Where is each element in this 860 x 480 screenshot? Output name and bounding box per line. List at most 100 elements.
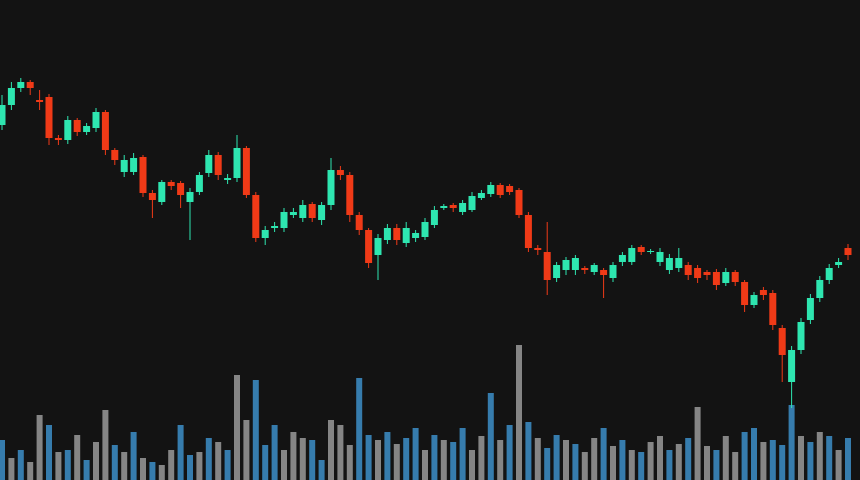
volume-bar <box>36 415 43 480</box>
candle-body <box>515 190 523 215</box>
volume-bar <box>459 428 466 480</box>
candle-body <box>252 195 260 238</box>
volume-bar <box>553 435 560 480</box>
volume-bar <box>205 438 212 480</box>
volume-bar <box>337 425 344 480</box>
volume-bar <box>346 445 353 480</box>
volume-bar <box>243 420 250 480</box>
candle-body <box>825 268 833 280</box>
candle-body <box>600 270 608 275</box>
volume-bar <box>93 442 99 480</box>
candle-body <box>393 228 401 240</box>
candle-body <box>759 290 767 295</box>
candle-body <box>835 262 843 265</box>
candle-body <box>177 183 185 195</box>
volume-bar <box>666 450 673 480</box>
volume-bar <box>478 436 485 480</box>
candle-body <box>412 233 420 238</box>
volume-bar <box>0 440 5 480</box>
volume-bar <box>290 432 297 480</box>
volume-bar <box>704 446 710 480</box>
candle-body <box>167 182 175 186</box>
candle-body <box>346 175 354 215</box>
candle-body <box>449 205 457 208</box>
volume-bar <box>751 428 757 480</box>
volume-bar <box>271 425 278 480</box>
candle-body <box>73 120 81 132</box>
volume-bar <box>17 450 24 480</box>
volume-bar <box>788 405 795 480</box>
volume-bar <box>563 440 569 480</box>
candle-body <box>769 293 777 325</box>
volume-bar <box>619 440 626 480</box>
candle-body <box>289 212 297 215</box>
candle-body <box>543 252 551 280</box>
volume-bar <box>591 438 598 480</box>
candle-body <box>590 265 598 272</box>
candle-body <box>609 265 617 278</box>
candle-body <box>308 204 316 218</box>
candle-body <box>54 138 62 140</box>
volume-bar <box>365 435 372 480</box>
candle-body <box>694 268 702 278</box>
volume-bar <box>732 452 739 480</box>
candle-body <box>703 272 711 275</box>
candle-body <box>628 248 636 262</box>
candle-body <box>440 206 448 208</box>
volume-bar <box>722 436 729 480</box>
volume-bar <box>647 442 654 480</box>
volume-bar <box>393 444 400 480</box>
candle-body <box>224 178 232 180</box>
candle-body <box>496 185 504 195</box>
volume-bar <box>675 444 682 480</box>
volume-bar <box>581 452 588 480</box>
volume-bar <box>779 445 786 480</box>
candle-body <box>581 268 589 270</box>
volume-bar <box>440 440 447 480</box>
volume-bar <box>46 425 52 480</box>
candle-body <box>318 205 326 220</box>
candle-body <box>637 247 645 252</box>
candle-body <box>271 226 279 228</box>
candle-body <box>712 272 720 285</box>
candle-body <box>468 196 476 210</box>
candle-body <box>806 298 814 320</box>
candle-body <box>731 272 739 282</box>
candle-body <box>7 88 15 105</box>
candle-body <box>0 105 6 125</box>
candle-body <box>365 230 373 263</box>
candle-body <box>618 255 626 262</box>
volume-bar <box>281 450 287 480</box>
volume-bar <box>516 345 522 480</box>
volume-bar <box>741 432 748 480</box>
volume-bar <box>130 432 137 480</box>
candle-body <box>750 295 758 305</box>
volume-bar <box>177 425 184 480</box>
volume-bar <box>845 438 851 480</box>
candle-body <box>186 192 194 202</box>
candle-body <box>111 150 119 160</box>
candle-body <box>327 170 335 205</box>
volume-bar <box>8 458 15 480</box>
volume-bar <box>74 435 81 480</box>
volume-bar <box>760 442 767 480</box>
candle-body <box>534 248 542 250</box>
candle-body <box>665 258 673 270</box>
volume-bar <box>450 442 457 480</box>
volume-bar <box>657 436 663 480</box>
volume-bar <box>27 462 34 480</box>
volume-bar <box>224 450 231 480</box>
candle-body <box>562 260 570 270</box>
candle-body <box>675 258 683 268</box>
candle-body <box>844 248 852 255</box>
volume-bar <box>252 380 259 480</box>
volume-bar <box>149 462 156 480</box>
volume-bar <box>262 445 269 480</box>
volume-bar <box>469 450 475 480</box>
volume-bar <box>816 432 823 480</box>
volume-bar <box>694 407 701 480</box>
candle-body <box>101 112 109 150</box>
volume-bar <box>638 452 645 480</box>
volume-bar <box>375 440 381 480</box>
candle-body <box>280 212 288 228</box>
